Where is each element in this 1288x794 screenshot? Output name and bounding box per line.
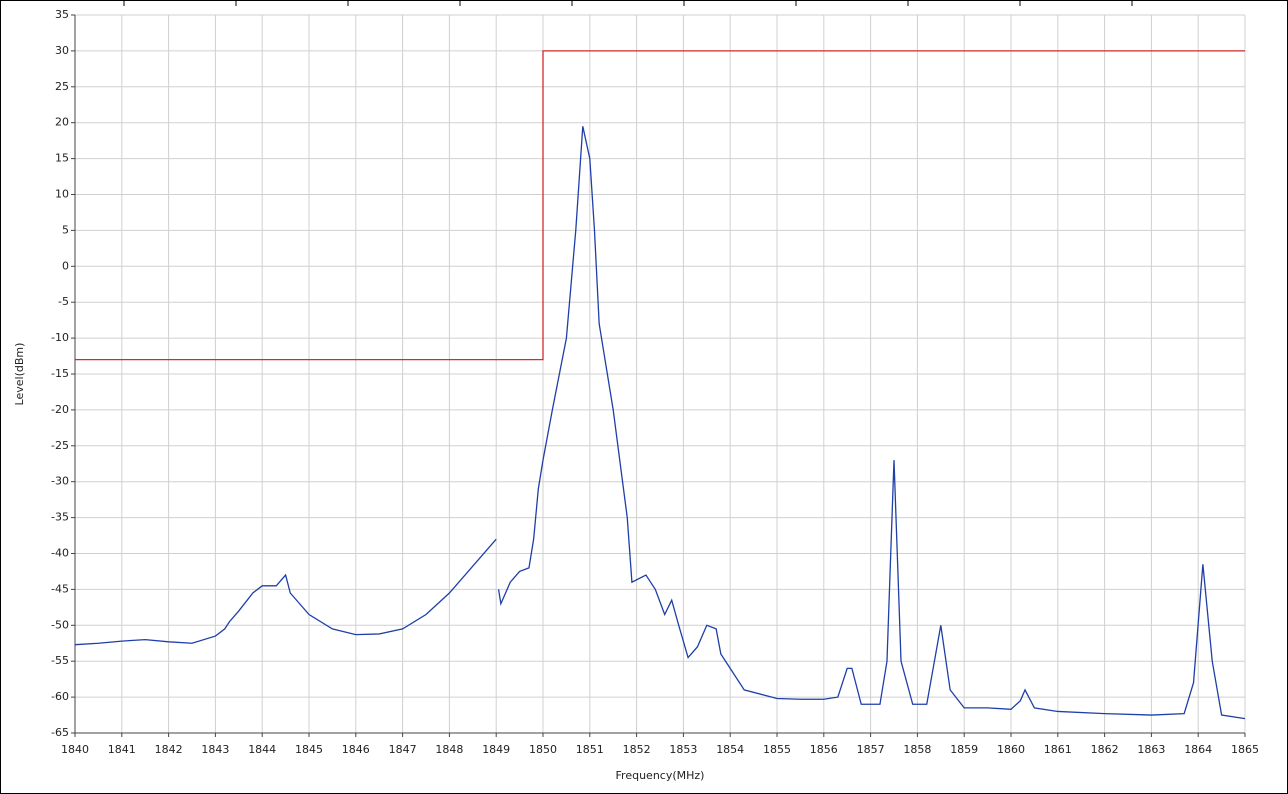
y-tick-label: -60 [51, 690, 69, 703]
x-tick-label: 1847 [389, 743, 417, 756]
x-axis-label: Frequency(MHz) [616, 769, 705, 782]
y-tick-label: -10 [51, 331, 69, 344]
x-tick-label: 1843 [201, 743, 229, 756]
x-tick-label: 1856 [810, 743, 838, 756]
y-tick-label: -5 [58, 295, 69, 308]
y-tick-label: 30 [55, 44, 69, 57]
y-tick-label: -30 [51, 475, 69, 488]
x-tick-label: 1858 [903, 743, 931, 756]
x-tick-label: 1861 [1044, 743, 1072, 756]
x-tick-label: 1842 [155, 743, 183, 756]
trace [75, 50, 1245, 361]
x-tick-label: 1865 [1231, 743, 1259, 756]
y-tick-label: -20 [51, 403, 69, 416]
x-tick-label: 1841 [108, 743, 136, 756]
x-tick-label: 1852 [623, 743, 651, 756]
x-tick-label: 1864 [1184, 743, 1212, 756]
y-tick-label: -50 [51, 618, 69, 631]
trace [74, 126, 1246, 720]
x-tick-label: 1853 [669, 743, 697, 756]
x-tick-label: 1846 [342, 743, 370, 756]
x-tick-label: 1863 [1137, 743, 1165, 756]
y-tick-label: 25 [55, 80, 69, 93]
y-tick-label: -25 [51, 439, 69, 452]
y-tick-label: -55 [51, 654, 69, 667]
x-tick-label: 1857 [857, 743, 885, 756]
y-tick-label: 0 [62, 259, 69, 272]
y-tick-label: 20 [55, 116, 69, 129]
y-axis-label: Level(dBm) [13, 343, 26, 406]
x-tick-label: 1855 [763, 743, 791, 756]
x-tick-label: 1840 [61, 743, 89, 756]
x-tick-label: 1860 [997, 743, 1025, 756]
x-tick-label: 1862 [1091, 743, 1119, 756]
x-tick-label: 1851 [576, 743, 604, 756]
x-tick-label: 1850 [529, 743, 557, 756]
y-tick-label: -15 [51, 367, 69, 380]
y-tick-label: -40 [51, 547, 69, 560]
y-tick-label: -45 [51, 582, 69, 595]
x-tick-label: 1848 [435, 743, 463, 756]
y-tick-label: 10 [55, 188, 69, 201]
y-tick-label: -65 [51, 726, 69, 739]
x-tick-label: 1854 [716, 743, 744, 756]
y-tick-label: -35 [51, 511, 69, 524]
x-tick-label: 1845 [295, 743, 323, 756]
top-strip [123, 0, 1133, 6]
x-tick-label: 1844 [248, 743, 276, 756]
y-tick-label: 5 [62, 223, 69, 236]
x-tick-label: 1859 [950, 743, 978, 756]
y-tick-label: 15 [55, 152, 69, 165]
y-tick-label: 35 [55, 8, 69, 21]
x-tick-label: 1849 [482, 743, 510, 756]
